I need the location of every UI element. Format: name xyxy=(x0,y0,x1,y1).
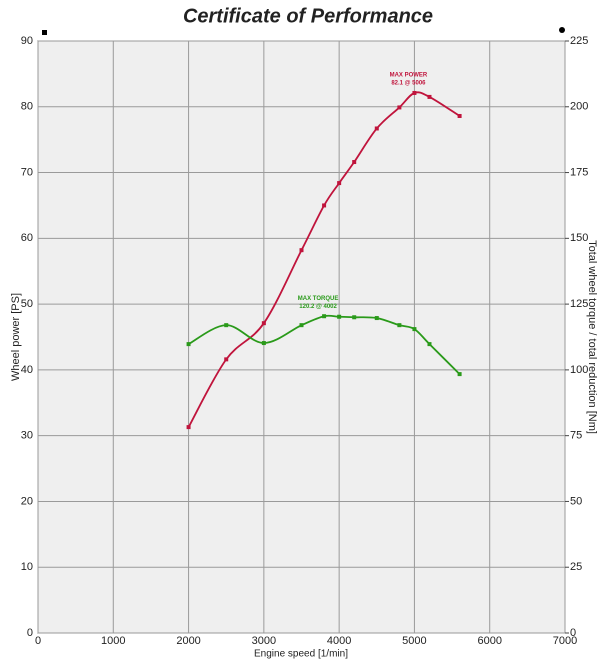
point-marker xyxy=(186,425,191,430)
point-marker xyxy=(457,113,462,118)
point-marker xyxy=(427,94,432,99)
point-marker xyxy=(397,105,402,110)
point-marker xyxy=(261,321,266,326)
point-marker xyxy=(427,342,432,347)
annotation: 120.2 @ 4002 xyxy=(299,304,337,310)
y-tick-label: 60 xyxy=(21,232,33,244)
x-tick-label: 5000 xyxy=(402,635,426,647)
annotation: MAX TORQUE xyxy=(298,296,339,302)
corner-marker xyxy=(559,27,565,33)
y-axis-label: Wheel power [PS] xyxy=(10,293,22,381)
y2-tick-label: 175 xyxy=(570,166,588,178)
plot-area xyxy=(37,40,566,634)
x-tick-label: 6000 xyxy=(477,635,501,647)
y2-tick-label: 100 xyxy=(570,364,588,376)
y2-tick-label: 25 xyxy=(570,561,582,573)
y2-tick-label: 125 xyxy=(570,298,588,310)
point-marker xyxy=(337,314,342,319)
annotation: MAX POWER xyxy=(390,73,428,79)
x-tick-label: 2000 xyxy=(176,635,200,647)
point-marker xyxy=(299,323,304,328)
point-marker xyxy=(374,126,379,131)
x-axis-label: Engine speed [1/min] xyxy=(254,649,348,660)
y2-tick-label: 150 xyxy=(570,232,588,244)
point-marker xyxy=(224,357,229,362)
x-tick-label: 7000 xyxy=(553,635,577,647)
point-marker xyxy=(412,327,417,332)
annotation: 82.1 @ 5006 xyxy=(391,81,426,87)
y-tick-label: 80 xyxy=(21,101,33,113)
point-marker xyxy=(457,372,462,377)
chart-title: Certificate of Performance xyxy=(183,5,433,27)
point-marker xyxy=(224,323,229,328)
point-marker xyxy=(337,181,342,186)
y-tick-label: 10 xyxy=(21,561,33,573)
x-tick-label: 0 xyxy=(35,635,41,647)
y-tick-label: 0 xyxy=(27,627,33,639)
x-tick-label: 3000 xyxy=(252,635,276,647)
point-marker xyxy=(352,315,357,320)
y-tick-label: 20 xyxy=(21,495,33,507)
point-marker xyxy=(322,203,327,208)
y2-tick-label: 50 xyxy=(570,495,582,507)
y-tick-label: 30 xyxy=(21,430,33,442)
point-marker xyxy=(397,323,402,328)
y2-tick-label: 200 xyxy=(570,101,588,113)
y-tick-label: 50 xyxy=(21,298,33,310)
point-marker xyxy=(352,160,357,165)
y-tick-label: 40 xyxy=(21,364,33,376)
y-tick-label: 90 xyxy=(21,35,33,47)
point-marker xyxy=(261,341,266,346)
point-marker xyxy=(374,316,379,321)
y2-tick-label: 75 xyxy=(570,430,582,442)
y-tick-label: 70 xyxy=(21,166,33,178)
point-marker xyxy=(299,248,304,253)
x-tick-label: 1000 xyxy=(101,635,125,647)
point-marker xyxy=(412,90,417,95)
y2-tick-label: 225 xyxy=(570,35,588,47)
point-marker xyxy=(186,342,191,347)
y2-axis-label: Total wheel torque / total reduction [Nm… xyxy=(586,240,598,434)
corner-marker xyxy=(42,30,47,35)
x-tick-label: 4000 xyxy=(327,635,351,647)
point-marker xyxy=(322,314,327,319)
y2-tick-label: 0 xyxy=(570,627,576,639)
